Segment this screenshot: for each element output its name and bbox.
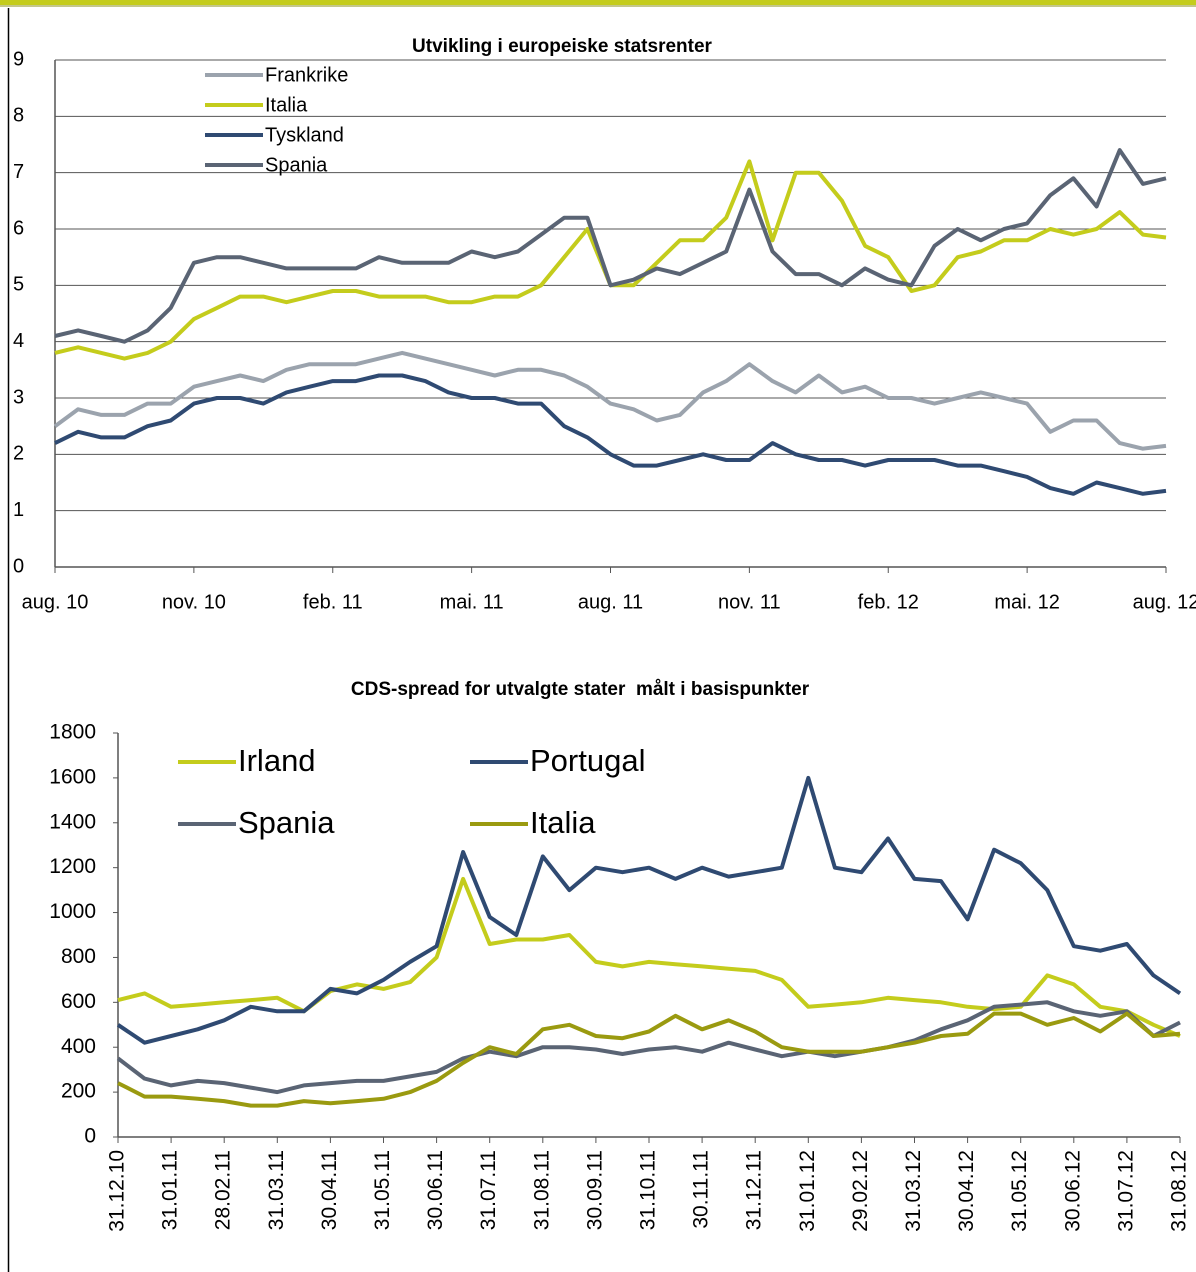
chart-title: Utvikling i europeiske statsrenter	[412, 36, 712, 57]
y-tick-label: 3	[13, 386, 24, 408]
x-tick-label: mai. 12	[994, 591, 1060, 613]
x-tick-label: 31.05.11	[371, 1150, 394, 1230]
y-tick-label: 8	[13, 105, 24, 127]
x-tick-label: 31.07.11	[477, 1150, 500, 1230]
x-tick-label: 31.12.11	[743, 1150, 766, 1230]
y-tick-label: 1800	[49, 721, 96, 744]
data-line	[54, 148, 1167, 344]
chart-title: CDS-spread for utvalgte stater målt i ba…	[351, 679, 810, 700]
y-tick-label: 600	[61, 990, 96, 1013]
y-tick-label: 200	[61, 1080, 96, 1103]
legend-label: Italia	[265, 94, 308, 116]
x-tick-label: 30.06.11	[424, 1150, 447, 1230]
x-tick-label: 29.02.12	[849, 1150, 872, 1232]
legend-label: Spania	[238, 805, 335, 840]
x-tick-label: aug. 10	[22, 591, 89, 613]
y-tick-label: 1200	[49, 855, 96, 878]
legend-label: Frankrike	[265, 64, 348, 86]
legend-label: Portugal	[530, 743, 645, 778]
data-line	[117, 1011, 1181, 1108]
y-tick-label: 9	[13, 48, 24, 70]
data-line	[54, 159, 1167, 361]
y-tick-label: 7	[13, 161, 24, 183]
y-tick-label: 1000	[49, 900, 96, 923]
legend-label: Spania	[265, 154, 328, 176]
y-tick-label: 1600	[49, 765, 96, 788]
top-border	[0, 0, 1196, 5]
x-tick-label: feb. 11	[303, 591, 363, 613]
legend-label: Tyskland	[265, 124, 344, 146]
data-line	[117, 876, 1181, 1038]
x-tick-label: 30.06.12	[1061, 1150, 1084, 1232]
legend-label: Italia	[530, 805, 596, 840]
x-tick-label: 31.01.12	[796, 1150, 819, 1232]
x-tick-label: nov. 11	[718, 591, 781, 613]
x-tick-label: 31.10.11	[637, 1150, 660, 1230]
x-tick-label: 30.04.11	[318, 1150, 341, 1230]
y-tick-label: 5	[13, 274, 24, 296]
x-tick-label: aug. 12	[1133, 591, 1196, 613]
x-tick-label: aug. 11	[578, 591, 643, 613]
x-tick-label: 28.02.11	[212, 1150, 235, 1230]
y-tick-label: 0	[84, 1125, 96, 1148]
y-tick-label: 400	[61, 1035, 96, 1058]
x-tick-label: 31.08.12	[1168, 1150, 1191, 1232]
y-tick-label: 1	[13, 499, 24, 521]
x-tick-label: 30.11.11	[690, 1150, 713, 1229]
x-tick-label: mai. 11	[440, 591, 504, 613]
x-tick-label: feb. 12	[858, 591, 919, 613]
x-tick-label: 31.01.11	[159, 1150, 182, 1230]
x-tick-label: 31.07.12	[1114, 1150, 1137, 1232]
data-line	[54, 373, 1167, 496]
data-line	[53, 350, 1167, 451]
y-tick-label: 1400	[49, 810, 96, 833]
x-tick-label: 31.03.11	[265, 1150, 288, 1230]
x-tick-label: 31.05.12	[1008, 1150, 1031, 1232]
y-tick-label: 6	[13, 217, 24, 239]
x-tick-label: 30.09.11	[583, 1150, 606, 1230]
x-tick-label: 30.04.12	[955, 1150, 978, 1232]
y-tick-label: 0	[13, 555, 24, 577]
y-tick-label: 800	[61, 945, 96, 968]
x-tick-label: 31.03.12	[902, 1150, 925, 1232]
x-tick-label: nov. 10	[162, 591, 226, 613]
y-tick-label: 2	[13, 443, 24, 465]
y-tick-label: 4	[13, 330, 24, 352]
x-tick-label: 31.08.11	[530, 1150, 553, 1230]
x-tick-label: 31.12.10	[106, 1150, 129, 1232]
legend-label: Irland	[238, 743, 316, 778]
data-line	[116, 775, 1182, 1045]
data-line	[116, 1000, 1181, 1095]
